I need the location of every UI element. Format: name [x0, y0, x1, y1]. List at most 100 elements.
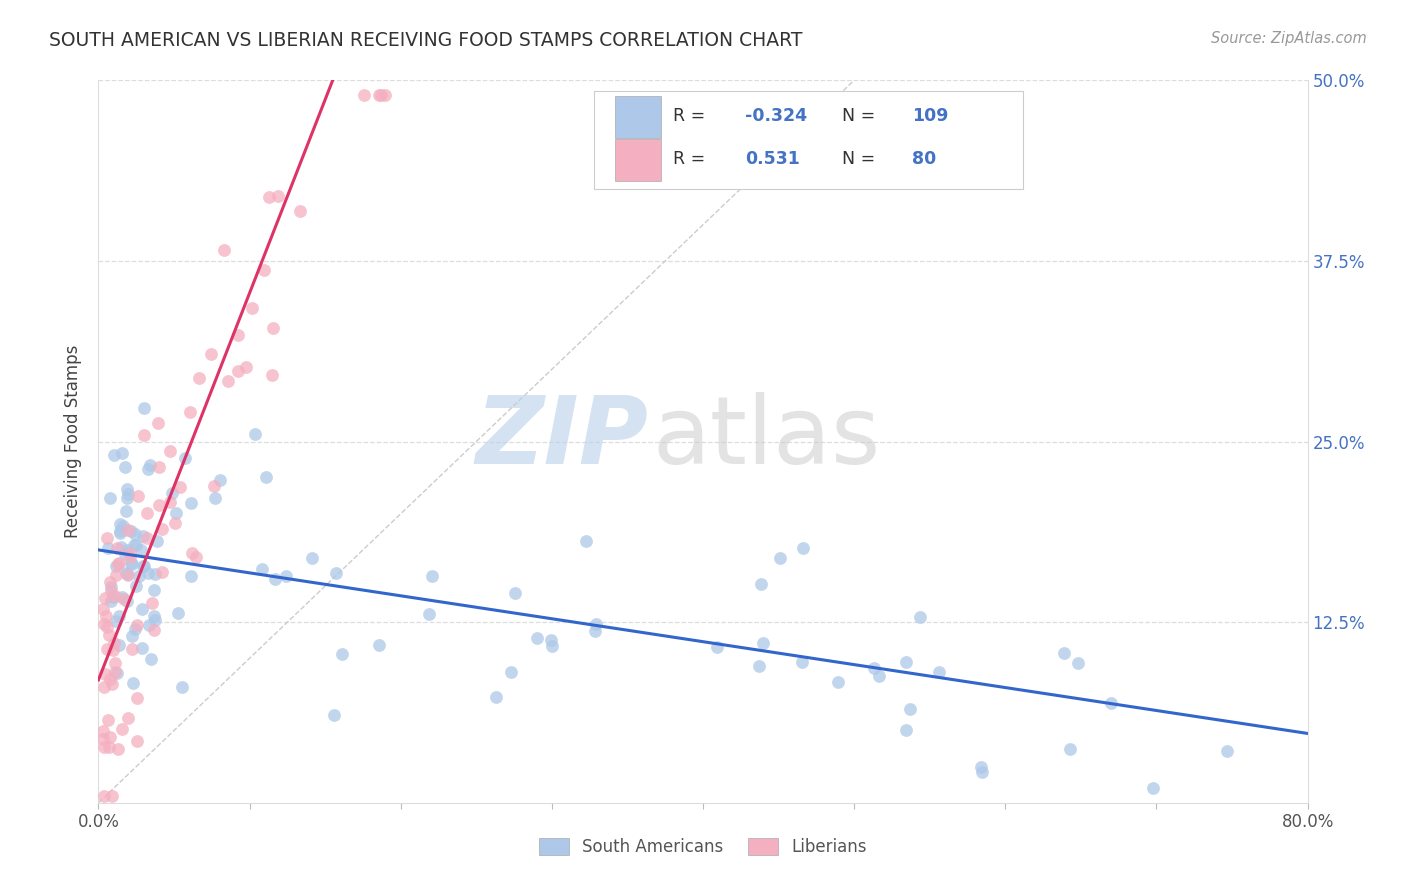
Point: [120, 549, 142, 564]
Point: [253, 262, 276, 277]
Point: [115, 567, 138, 582]
Point: [301, 550, 323, 565]
Point: [368, 638, 391, 652]
Point: [160, 486, 183, 500]
Legend: South Americans, Liberians: South Americans, Liberians: [531, 831, 875, 863]
Point: [503, 586, 526, 600]
Point: [165, 516, 187, 530]
Text: SOUTH AMERICAN VS LIBERIAN RECEIVING FOOD STAMPS CORRELATION CHART: SOUTH AMERICAN VS LIBERIAN RECEIVING FOO…: [49, 31, 803, 50]
Point: [115, 566, 138, 580]
Point: [97, 541, 120, 556]
Point: [212, 243, 235, 257]
Point: [204, 491, 226, 506]
Point: [706, 640, 728, 655]
Point: [267, 189, 290, 203]
Point: [188, 371, 211, 385]
Point: [159, 443, 181, 458]
Text: ZIP: ZIP: [475, 392, 648, 484]
Point: [186, 550, 208, 565]
Point: [165, 507, 187, 521]
Text: N =: N =: [842, 150, 876, 168]
Point: [117, 711, 139, 725]
Point: [180, 569, 202, 583]
Point: [132, 401, 155, 415]
Point: [898, 701, 921, 715]
Point: [96, 531, 118, 545]
Point: [91, 723, 114, 738]
Point: [1059, 741, 1081, 756]
Text: -0.324: -0.324: [745, 107, 807, 126]
Point: [138, 462, 160, 476]
Point: [135, 506, 157, 520]
Point: [122, 538, 145, 552]
Point: [112, 592, 135, 607]
Point: [752, 636, 775, 650]
Point: [254, 470, 277, 484]
Point: [170, 680, 193, 694]
Point: [93, 680, 115, 694]
Point: [132, 529, 155, 543]
Point: [583, 624, 606, 638]
Point: [97, 713, 120, 727]
Point: [125, 579, 148, 593]
Point: [124, 526, 146, 541]
Point: [97, 739, 120, 754]
Point: [115, 504, 138, 518]
Point: [107, 742, 129, 756]
Point: [148, 498, 170, 512]
Point: [368, 87, 391, 102]
FancyBboxPatch shape: [614, 96, 661, 138]
Point: [152, 565, 174, 579]
Point: [114, 547, 136, 561]
Point: [748, 659, 770, 673]
Text: R =: R =: [672, 107, 704, 126]
Point: [93, 731, 115, 746]
Point: [148, 460, 170, 475]
Point: [122, 676, 145, 690]
Point: [250, 562, 273, 576]
Point: [101, 643, 124, 657]
Point: [209, 473, 232, 487]
Point: [132, 558, 155, 573]
Point: [749, 576, 772, 591]
Point: [139, 651, 162, 665]
Point: [374, 87, 396, 102]
Point: [107, 558, 129, 572]
Point: [98, 491, 121, 505]
Point: [769, 551, 792, 566]
Point: [101, 676, 124, 690]
Point: [107, 609, 129, 624]
Point: [111, 519, 134, 533]
Point: [117, 523, 139, 537]
Point: [264, 572, 287, 586]
Point: [125, 734, 148, 748]
Point: [108, 525, 131, 540]
Point: [135, 531, 157, 545]
Point: [131, 641, 153, 656]
Point: [93, 789, 115, 803]
Point: [138, 617, 160, 632]
Point: [93, 616, 115, 631]
Point: [526, 631, 548, 645]
Point: [143, 566, 166, 581]
Point: [110, 540, 132, 554]
Point: [180, 496, 202, 510]
Point: [827, 675, 849, 690]
Point: [111, 446, 134, 460]
Point: [103, 636, 125, 650]
Point: [180, 546, 202, 560]
Point: [179, 405, 201, 419]
FancyBboxPatch shape: [614, 138, 661, 180]
Point: [257, 190, 280, 204]
Point: [98, 730, 121, 744]
Point: [325, 566, 347, 581]
Point: [100, 584, 122, 599]
Point: [863, 661, 886, 675]
Point: [1053, 646, 1076, 660]
Point: [501, 665, 523, 679]
Point: [894, 655, 917, 669]
Point: [262, 368, 284, 383]
Point: [105, 541, 128, 556]
Text: Source: ZipAtlas.com: Source: ZipAtlas.com: [1211, 31, 1367, 46]
Point: [129, 543, 152, 558]
